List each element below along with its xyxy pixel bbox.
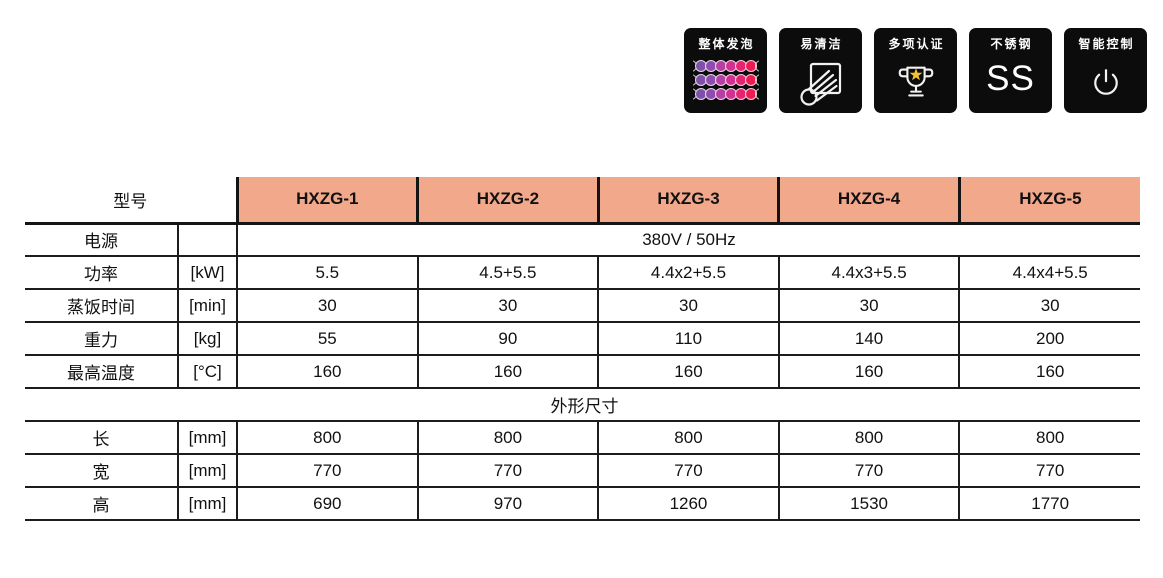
unit-cell: [kW] bbox=[177, 255, 237, 289]
value-cell: 160 bbox=[777, 354, 960, 388]
value-cell: 800 bbox=[958, 420, 1140, 454]
unit-cell bbox=[177, 222, 237, 256]
spec-label: 重力 bbox=[25, 321, 178, 355]
spec-label: 长 bbox=[25, 420, 178, 454]
value-cell: 30 bbox=[597, 288, 779, 322]
badge-smart-control-label: 智能控制 bbox=[1078, 37, 1135, 51]
section-label: 外形尺寸 bbox=[25, 387, 1140, 421]
value-cell: 800 bbox=[416, 420, 599, 454]
unit-cell: [mm] bbox=[177, 420, 237, 454]
value-cell: 770 bbox=[777, 453, 960, 487]
value-cell: 800 bbox=[236, 420, 418, 454]
badge-stainless-steel-label: 不锈钢 bbox=[990, 37, 1033, 51]
badge-foam-label: 整体发泡 bbox=[698, 37, 755, 51]
table-row-power: 功率 [kW] 5.5 4.5+5.5 4.4x2+5.5 4.4x3+5.5 … bbox=[25, 255, 1140, 289]
spec-table: 型号 HXZG-1 HXZG-2 HXZG-3 HXZG-4 HXZG-5 电源… bbox=[25, 177, 1140, 521]
value-cell: 30 bbox=[777, 288, 960, 322]
table-row-power-supply: 电源 380V / 50Hz bbox=[25, 222, 1140, 256]
model-row-label: 型号 bbox=[25, 177, 237, 225]
table-row-length: 长 [mm] 800 800 800 800 800 bbox=[25, 420, 1140, 454]
power-icon bbox=[1064, 52, 1147, 113]
value-cell: 770 bbox=[958, 453, 1140, 487]
wiping-hand-icon bbox=[779, 52, 862, 113]
value-cell: 4.5+5.5 bbox=[416, 255, 599, 289]
value-cell: 160 bbox=[597, 354, 779, 388]
foam-bubbles-icon bbox=[684, 52, 767, 113]
value-cell: 5.5 bbox=[236, 255, 418, 289]
model-header-cell: HXZG-1 bbox=[235, 177, 418, 225]
spec-label: 高 bbox=[25, 486, 178, 521]
value-cell: 30 bbox=[958, 288, 1140, 322]
badge-foam: 整体发泡 bbox=[684, 28, 767, 113]
spec-label: 最高温度 bbox=[25, 354, 178, 388]
unit-cell: [min] bbox=[177, 288, 237, 322]
model-header-cell: HXZG-2 bbox=[416, 177, 599, 225]
value-cell: 800 bbox=[777, 420, 960, 454]
value-cell: 690 bbox=[236, 486, 418, 521]
feature-badges: 整体发泡 易清洁 多项认证 bbox=[684, 28, 1147, 113]
value-cell: 30 bbox=[236, 288, 418, 322]
value-cell: 1260 bbox=[597, 486, 779, 521]
model-header-cell: HXZG-4 bbox=[777, 177, 960, 225]
value-cell: 55 bbox=[236, 321, 418, 355]
value-cell: 1530 bbox=[777, 486, 960, 521]
table-row-dimensions-section: 外形尺寸 bbox=[25, 387, 1140, 421]
value-cell: 770 bbox=[416, 453, 599, 487]
badge-certification: 多项认证 bbox=[874, 28, 957, 113]
spec-label: 宽 bbox=[25, 453, 178, 487]
value-cell: 160 bbox=[416, 354, 599, 388]
badge-stainless-steel: 不锈钢 SS bbox=[969, 28, 1052, 113]
value-cell: 4.4x3+5.5 bbox=[777, 255, 960, 289]
table-row-width: 宽 [mm] 770 770 770 770 770 bbox=[25, 453, 1140, 487]
stainless-steel-icon: SS bbox=[969, 52, 1052, 113]
spec-label: 蒸饭时间 bbox=[25, 288, 178, 322]
value-cell: 200 bbox=[958, 321, 1140, 355]
table-row-height: 高 [mm] 690 970 1260 1530 1770 bbox=[25, 486, 1140, 521]
ss-text: SS bbox=[986, 59, 1035, 98]
table-row-models: 型号 HXZG-1 HXZG-2 HXZG-3 HXZG-4 HXZG-5 bbox=[25, 177, 1140, 225]
unit-cell: [mm] bbox=[177, 453, 237, 487]
model-header-cell: HXZG-5 bbox=[957, 177, 1140, 225]
spec-label: 电源 bbox=[25, 222, 178, 256]
value-cell: 1770 bbox=[958, 486, 1140, 521]
value-cell: 90 bbox=[416, 321, 599, 355]
table-row-weight: 重力 [kg] 55 90 110 140 200 bbox=[25, 321, 1140, 355]
spec-label: 功率 bbox=[25, 255, 178, 289]
table-row-steam-time: 蒸饭时间 [min] 30 30 30 30 30 bbox=[25, 288, 1140, 322]
value-cell: 4.4x4+5.5 bbox=[958, 255, 1140, 289]
value-cell: 800 bbox=[597, 420, 779, 454]
badge-easy-clean-label: 易清洁 bbox=[800, 37, 843, 51]
value-cell: 160 bbox=[958, 354, 1140, 388]
value-cell: 770 bbox=[236, 453, 418, 487]
unit-cell: [mm] bbox=[177, 486, 237, 521]
badge-easy-clean: 易清洁 bbox=[779, 28, 862, 113]
model-header-cell: HXZG-3 bbox=[596, 177, 779, 225]
table-row-max-temp: 最高温度 [°C] 160 160 160 160 160 bbox=[25, 354, 1140, 388]
value-cell: 110 bbox=[597, 321, 779, 355]
value-cell: 160 bbox=[236, 354, 418, 388]
value-cell: 4.4x2+5.5 bbox=[597, 255, 779, 289]
unit-cell: [kg] bbox=[177, 321, 237, 355]
trophy-star-icon bbox=[874, 52, 957, 113]
value-cell: 770 bbox=[597, 453, 779, 487]
value-cell: 380V / 50Hz bbox=[236, 222, 1140, 256]
unit-cell: [°C] bbox=[177, 354, 237, 388]
badge-certification-label: 多项认证 bbox=[888, 37, 945, 51]
badge-smart-control: 智能控制 bbox=[1064, 28, 1147, 113]
value-cell: 140 bbox=[777, 321, 960, 355]
value-cell: 970 bbox=[416, 486, 599, 521]
value-cell: 30 bbox=[416, 288, 599, 322]
